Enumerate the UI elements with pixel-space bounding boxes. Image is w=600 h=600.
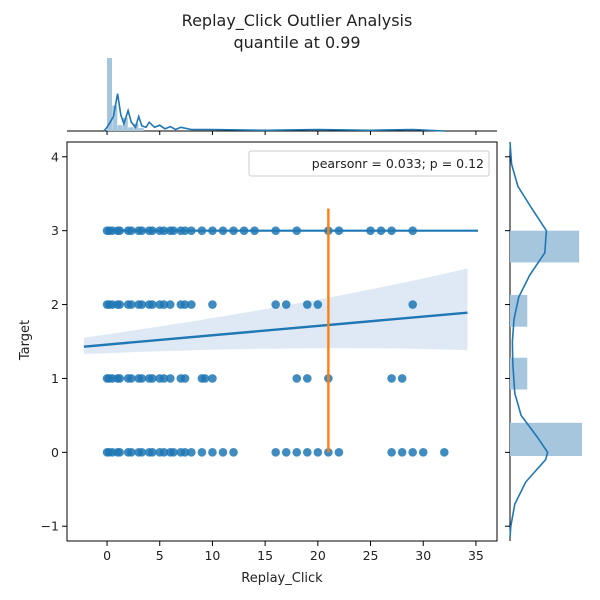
top-marg-kde	[103, 93, 445, 132]
data-point-y2-22	[408, 300, 417, 309]
x-tick-label-0: 0	[103, 548, 111, 563]
data-point-y0-10	[148, 448, 157, 457]
data-point-y0-33	[440, 448, 449, 457]
marginal-x-distribution	[67, 58, 497, 135]
data-point-y0-18	[197, 448, 207, 457]
data-point-y1-19	[292, 374, 302, 383]
top-marg-bar-3	[122, 117, 128, 131]
marginal-y-distribution	[505, 141, 582, 541]
data-point-y1-6	[126, 374, 136, 383]
data-point-y0-14	[169, 448, 178, 457]
y-tick-label-5: 4	[51, 149, 59, 164]
data-point-y0-22	[271, 448, 280, 457]
data-point-y2-16	[187, 300, 196, 309]
x-axis-label: Replay_Click	[241, 571, 323, 586]
data-point-y2-21	[313, 300, 323, 309]
chart-title: Replay_Click Outlier Analysis	[182, 11, 413, 31]
y-axis-label: Target	[18, 320, 33, 361]
data-point-y0-32	[418, 448, 428, 457]
data-point-y1-20	[302, 374, 312, 383]
data-point-y0-4	[115, 448, 124, 457]
regression-line	[83, 311, 468, 348]
data-point-y2-8	[137, 300, 147, 309]
data-point-y2-12	[159, 300, 169, 309]
x-tick-label-5: 25	[363, 548, 379, 563]
data-point-y2-20	[302, 300, 312, 309]
data-point-y0-23	[281, 448, 291, 457]
y-tick-label-1: 0	[51, 445, 59, 460]
x-tick-label-6: 30	[415, 548, 431, 563]
data-point-y1-12	[159, 374, 169, 383]
data-point-y2-4	[115, 300, 124, 309]
x-tick-label-3: 15	[257, 548, 273, 563]
data-point-y0-30	[397, 448, 407, 457]
data-point-y1-23	[397, 374, 407, 383]
data-point-y0-17	[187, 448, 196, 457]
top-marg-bar-2	[117, 125, 123, 131]
data-point-y2-6	[126, 300, 136, 309]
data-point-y0-12	[159, 448, 169, 457]
data-point-y2-19	[281, 300, 291, 309]
y-tick-label-4: 3	[51, 223, 59, 238]
data-point-y2-18	[271, 300, 280, 309]
data-point-y0-28	[334, 448, 344, 457]
legend-text: pearsonr = 0.033; p = 0.12	[312, 156, 484, 171]
legend-box	[248, 150, 490, 177]
chart-subtitle: quantile at 0.99	[233, 33, 360, 52]
top-marg-bar-4	[128, 127, 134, 131]
right-marg-kde	[509, 141, 549, 538]
data-point-y1-18	[208, 374, 217, 383]
regression-ci-band	[83, 268, 468, 355]
y-tick-label-2: 1	[51, 371, 59, 386]
data-point-y0-31	[408, 448, 417, 457]
data-point-y1-10	[148, 374, 157, 383]
x-tick-label-2: 10	[204, 548, 220, 563]
data-point-y0-19	[208, 448, 217, 457]
data-point-y0-21	[229, 448, 238, 457]
data-point-y0-24	[292, 448, 302, 457]
top-marg-bar-0	[107, 58, 113, 131]
data-point-y0-29	[387, 448, 396, 457]
data-point-y1-8	[137, 374, 147, 383]
data-point-y0-8	[137, 448, 147, 457]
data-point-y0-16	[180, 448, 190, 457]
x-tick-label-7: 35	[468, 548, 484, 563]
top-marg-bar-1	[112, 105, 118, 131]
plot-frame	[66, 141, 498, 542]
data-point-y1-15	[180, 374, 190, 383]
data-point-y0-25	[302, 448, 312, 457]
data-point-y0-20	[218, 448, 228, 457]
data-point-y2-10	[148, 300, 157, 309]
data-point-y2-13	[165, 300, 175, 309]
scatter-plot-area	[83, 208, 479, 457]
data-point-y0-27	[324, 448, 333, 457]
data-point-y2-15	[180, 300, 190, 309]
legend: pearsonr = 0.033; p = 0.12	[248, 150, 490, 177]
data-point-y1-17	[200, 374, 210, 383]
main-axes: 0 5 10 15 20 25 30 35 −1 0 1 2 3 4	[41, 141, 498, 563]
y-tick-label-3: 2	[51, 297, 59, 312]
x-tick-label-1: 5	[156, 548, 164, 563]
data-point-y1-13	[165, 374, 175, 383]
x-tick-label-4: 20	[310, 548, 326, 563]
y-tick-label-0: −1	[41, 519, 59, 534]
top-marg-bar-6	[138, 128, 144, 131]
data-point-y2-17	[208, 300, 217, 309]
data-point-y0-26	[313, 448, 323, 457]
data-point-y1-22	[387, 374, 396, 383]
data-point-y1-4	[115, 374, 124, 383]
data-point-y0-6	[126, 448, 136, 457]
